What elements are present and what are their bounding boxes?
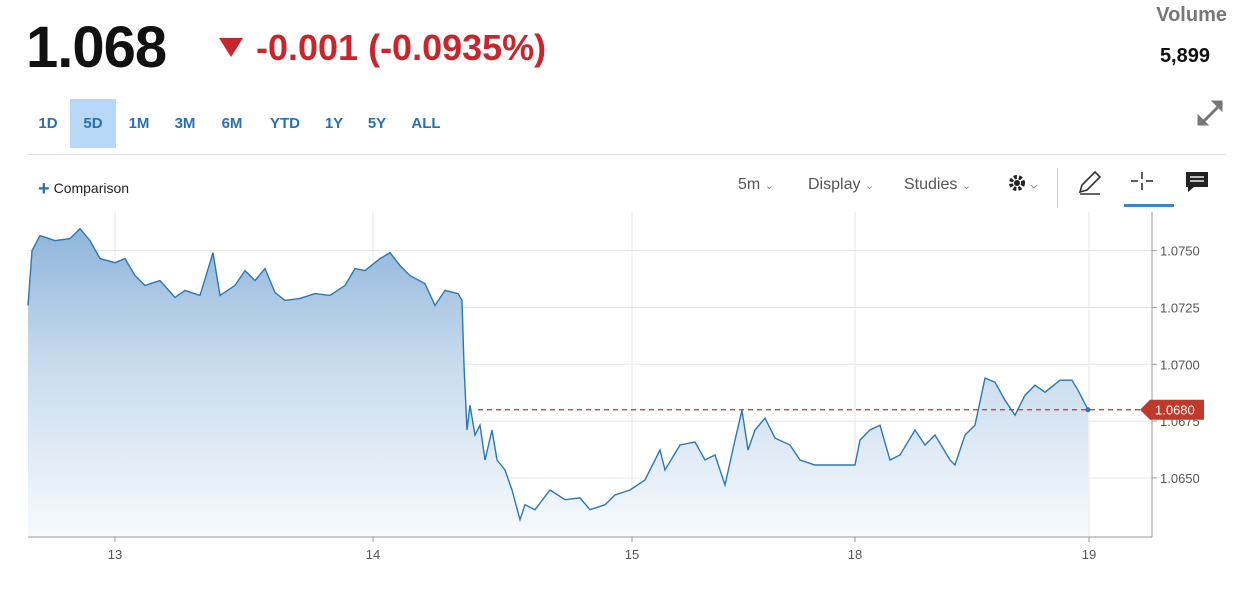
range-button[interactable]: 1M: [128, 115, 150, 132]
price-tag-label: 1.0680: [1155, 403, 1195, 418]
display-menu[interactable]: Display ⌄: [808, 176, 875, 193]
draw-icon[interactable]: [1076, 170, 1104, 196]
volume-value: 5,899: [1159, 45, 1210, 67]
x-tick-label: 15: [625, 547, 639, 562]
x-tick-label: 14: [366, 547, 380, 562]
price-tag: [1140, 399, 1204, 420]
y-tick-label: 1.0750: [1160, 244, 1200, 259]
expand-icon[interactable]: [1194, 97, 1228, 131]
volume-label: Volume: [1156, 4, 1227, 26]
divider: [28, 154, 1226, 155]
crosshair-icon[interactable]: [1124, 168, 1174, 208]
studies-menu[interactable]: Studies ⌄: [904, 176, 972, 193]
range-button[interactable]: 6M: [221, 115, 243, 132]
x-tick-label: 18: [848, 547, 862, 562]
range-button[interactable]: ALL: [411, 115, 441, 132]
interval-menu[interactable]: 5m ⌄: [738, 176, 774, 193]
x-tick-label: 13: [108, 547, 122, 562]
range-button[interactable]: 1Y: [324, 115, 344, 132]
area-fill: [28, 228, 1088, 537]
settings-icon[interactable]: [1006, 170, 1046, 200]
range-button[interactable]: 1D: [38, 115, 58, 132]
y-tick-label: 1.0650: [1160, 471, 1200, 486]
range-button[interactable]: 3M: [174, 115, 196, 132]
y-tick-label: 1.0700: [1160, 357, 1200, 372]
down-arrow: [219, 38, 243, 57]
comparison-button[interactable]: + Comparison: [38, 178, 130, 200]
interval-label: 5m: [738, 176, 761, 193]
comparison-label: Comparison: [53, 180, 130, 196]
price-line: [27, 227, 1089, 523]
x-tick-label: 19: [1082, 547, 1096, 562]
last-point: [1085, 407, 1091, 413]
studies-label: Studies: [904, 176, 958, 193]
price-change: -0.001 (-0.0935%): [256, 27, 547, 68]
comment-icon[interactable]: [1184, 170, 1212, 194]
range-button[interactable]: 5D: [70, 99, 116, 148]
toolbar-divider: [1057, 168, 1058, 208]
y-tick-label: 1.0725: [1160, 300, 1200, 315]
range-button[interactable]: YTD: [270, 115, 300, 132]
range-button[interactable]: 5Y: [367, 115, 387, 132]
price: 1.068: [26, 15, 167, 80]
display-label: Display: [808, 176, 861, 193]
